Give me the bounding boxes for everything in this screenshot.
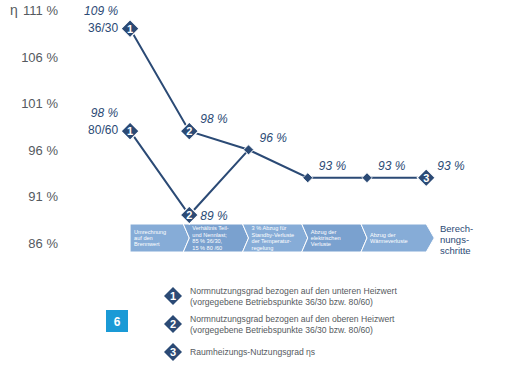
point: [362, 173, 372, 183]
step-box: [302, 224, 367, 252]
key-symbol-label: 3: [170, 346, 176, 358]
data-label: 98 %: [91, 106, 119, 120]
key-label: Normnutzungsgrad bezogen auf den unteren…: [190, 286, 397, 296]
badge-label: 1: [127, 125, 133, 137]
badge-label: 1: [127, 23, 133, 35]
figure-number: 6: [114, 315, 121, 329]
key-symbol-label: 2: [170, 318, 176, 330]
step-box: [243, 224, 308, 252]
badge-label: 2: [186, 209, 192, 221]
step-label: und Nennlast;: [192, 232, 227, 238]
data-label: 109 %: [84, 4, 118, 18]
step-label: Brennwert: [134, 241, 160, 247]
tick-label: 101 %: [21, 96, 58, 111]
key-label: (vorgegebene Betriebspunkte 36/30 bzw. 8…: [190, 325, 373, 335]
step-label: 15 % 80 /60: [192, 245, 222, 251]
step-label: 3 % Abzug für: [252, 225, 287, 231]
point: [180, 122, 198, 140]
point: [180, 206, 198, 224]
key-symbol: [164, 343, 182, 361]
chart: η 86 % 91 % 96 % 101 % 106 % 111 % Umrechnungau…: [0, 0, 506, 379]
step-box: [130, 224, 189, 252]
data-label: 96 %: [260, 131, 288, 145]
tick-label: 86 %: [28, 236, 58, 251]
step-label: Verluste: [311, 241, 331, 247]
annotation: 80/60: [88, 123, 118, 137]
tick-label: 91 %: [28, 189, 58, 204]
step-box: [183, 224, 248, 252]
step-label: Wärmeverluste: [370, 238, 408, 244]
point: [244, 145, 254, 155]
step-box: [361, 224, 434, 252]
step-label: auf den: [134, 235, 153, 241]
marks: [121, 20, 435, 224]
figure-box: [106, 310, 128, 332]
point: [244, 145, 254, 155]
point: [303, 173, 313, 183]
key-symbol: [164, 287, 182, 305]
key-symbol: [164, 315, 182, 333]
data-label: 93 %: [378, 159, 406, 173]
step-label: Abzug der: [370, 232, 396, 238]
step-label: elektrischen: [311, 235, 341, 241]
annotation: 36/30: [88, 21, 118, 35]
tick-label: 96 %: [28, 143, 58, 158]
step-label: Verhältnis Teil-: [192, 225, 228, 231]
axis-title: nungs-: [440, 234, 469, 245]
data-label: 93 %: [319, 159, 347, 173]
axis-title: schritte: [440, 245, 471, 256]
step-label: 85 % 36/30,: [192, 238, 222, 244]
step-label: regelung: [252, 245, 274, 251]
step-label: Umrechnung: [134, 229, 166, 235]
tick-label: 111 %: [23, 3, 58, 18]
step-label: der Temperatur-: [252, 238, 292, 244]
data-label: 89 %: [200, 209, 228, 223]
badge-label: 3: [423, 172, 429, 184]
data-label: 98 %: [200, 112, 228, 126]
badge-label: 2: [186, 125, 192, 137]
step-label: Standby-Verluste: [252, 232, 295, 238]
axis-title: η: [10, 2, 18, 18]
tick-label: 106 %: [21, 50, 58, 65]
key-label: Normnutzungsgrad bezogen auf den oberen …: [190, 314, 395, 324]
key-label: Raumheizungs-Nutzungsgrad ηs: [190, 347, 315, 357]
line: [130, 131, 248, 215]
axis-title: Berech-: [440, 223, 473, 234]
step-label: Abzug der: [311, 229, 337, 235]
point: [121, 122, 139, 140]
data-label: 93 %: [437, 159, 465, 173]
point: [417, 169, 435, 187]
point: [121, 20, 139, 38]
key-symbol-label: 1: [170, 290, 176, 302]
key-label: (vorgegebene Betriebspunkte 36/30 bzw. 8…: [190, 297, 373, 307]
line: [130, 29, 426, 178]
